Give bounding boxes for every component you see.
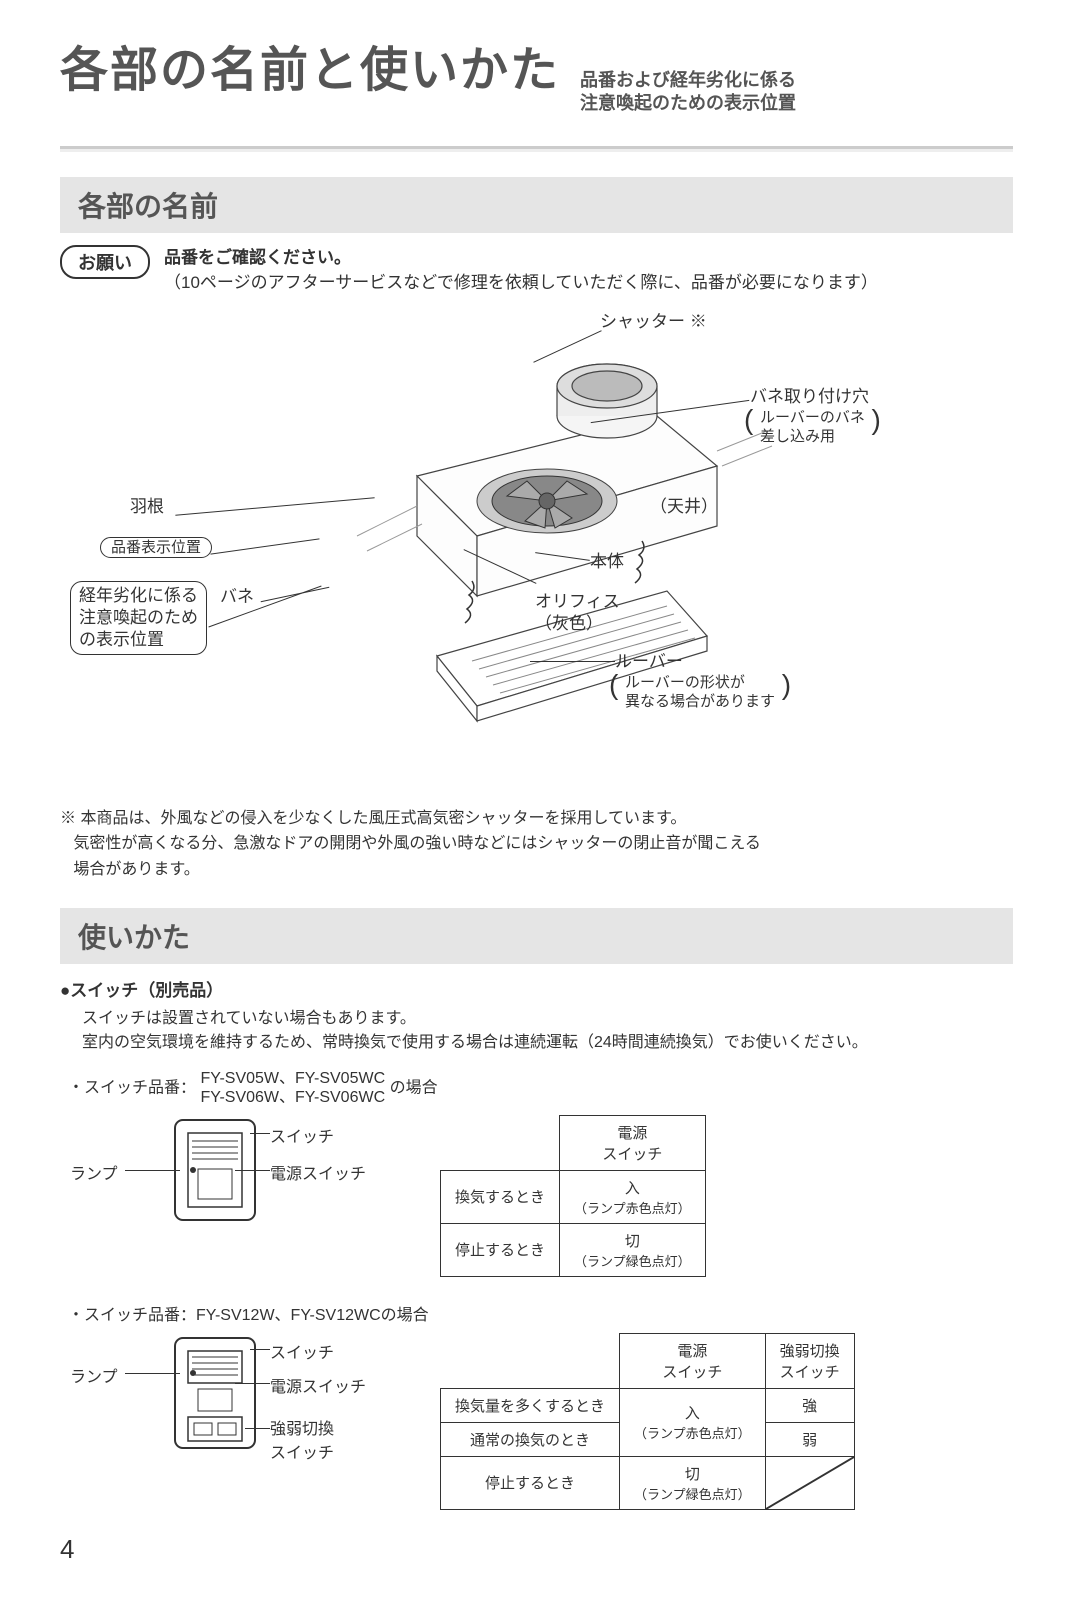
switch-a-label-lamp: ランプ — [70, 1160, 118, 1184]
header-divider — [60, 146, 1013, 152]
subtitle-line2: 注意喚起のための表示位置 — [580, 93, 796, 113]
switch-a-row2-label: 停止するとき — [441, 1223, 560, 1276]
label-body: 本体 — [590, 551, 624, 573]
section-usage-heading: 使いかた — [60, 908, 1013, 964]
switch-b-row3-strength-diag — [765, 1456, 854, 1509]
label-blade: 羽根 — [130, 496, 164, 518]
switch-b-row1-label: 換気量を多くするとき — [441, 1388, 620, 1422]
switch-a-label-switch: スイッチ — [270, 1123, 334, 1147]
request-bold: 品番をご確認ください。 — [164, 248, 351, 267]
switch-a-col-power: 電源 スイッチ — [560, 1115, 706, 1170]
switch-b-line-strength — [245, 1428, 270, 1429]
switch-a-block: ランプ スイッチ 電源スイッチ 電源 スイッチ 換気するとき 入 （ランプ赤色点… — [60, 1115, 1013, 1277]
subtitle-line1: 品番および経年劣化に係る — [580, 70, 796, 90]
label-louver: ルーバー ルーバーの形状が 異なる場合があります — [615, 651, 785, 713]
leader-louver — [530, 661, 615, 662]
switch-b-col-strength: 強弱切換 スイッチ — [765, 1333, 854, 1388]
shutter-note: ※ 本商品は、外風などの侵入を少なくした風圧式高気密シャッターを採用しています。… — [60, 806, 1013, 883]
label-shutter: シャッター ※ — [600, 311, 707, 333]
note-prefix: ※ — [60, 810, 76, 827]
switch-b-diagram: ランプ スイッチ 電源スイッチ 強弱切換 スイッチ — [60, 1333, 400, 1458]
switch-b-table: 電源 スイッチ 強弱切換 スイッチ 換気量を多くするとき 入 （ランプ赤色点灯）… — [440, 1333, 855, 1510]
switch-a-line-power — [235, 1170, 270, 1171]
page-header: 各部の名前と使いかた 品番および経年劣化に係る 注意喚起のための表示位置 — [60, 30, 1013, 116]
note-line3: 場合があります。 — [73, 861, 199, 878]
request-pill: お願い — [60, 245, 150, 279]
exploded-diagram: シャッター ※ バネ取り付け穴 ルーバーのバネ 差し込み用 （天井） 羽根 品番… — [60, 306, 1013, 786]
page-number: 4 — [60, 1534, 1013, 1565]
switch-a-diagram: ランプ スイッチ 電源スイッチ — [60, 1115, 400, 1230]
switch-a-label-power: 電源スイッチ — [270, 1160, 366, 1184]
switch-b-row2-label: 通常の換気のとき — [441, 1422, 620, 1456]
main-title: 各部の名前と使いかた — [60, 30, 560, 100]
switch-a-row1-label: 換気するとき — [441, 1170, 560, 1223]
switch-b-line-power — [235, 1383, 270, 1384]
sub-title: 品番および経年劣化に係る 注意喚起のための表示位置 — [580, 69, 796, 116]
switch-bullet-head: ●スイッチ（別売品） — [60, 976, 1013, 1001]
switch-b-row1-strength: 強 — [765, 1388, 854, 1422]
switch-b-line-lamp — [125, 1373, 180, 1374]
switch-a-table: 電源 スイッチ 換気するとき 入 （ランプ赤色点灯） 停止するとき 切 （ランプ… — [440, 1115, 706, 1277]
switch-a-models: ・スイッチ品番： FY-SV05W、FY-SV05WC FY-SV06W、FY-… — [68, 1069, 1013, 1107]
note-line2: 気密性が高くなる分、急激なドアの開閉や外風の強い時などにはシャッターの閉止音が聞… — [73, 835, 761, 852]
switch-b-models: ・スイッチ品番：FY-SV12W、FY-SV12WCの場合 — [68, 1301, 1013, 1325]
switch-b-row2-strength: 弱 — [765, 1422, 854, 1456]
request-text: 品番をご確認ください。 （10ページのアフターサービスなどで修理を依頼していただ… — [164, 245, 878, 296]
switch-a-row2-val: 切 （ランプ緑色点灯） — [560, 1223, 706, 1276]
switch-b-label-power: 電源スイッチ — [270, 1373, 366, 1397]
switch-b-row12-val: 入 （ランプ赤色点灯） — [620, 1388, 766, 1456]
switch-b-label-lamp: ランプ — [70, 1363, 118, 1387]
label-model-pos: 品番表示位置 — [100, 536, 212, 558]
switch-b-row3-label: 停止するとき — [441, 1456, 620, 1509]
switch-text: スイッチは設置されていない場合もあります。 室内の空気環境を維持するため、常時換… — [82, 1007, 1013, 1055]
note-line1: 本商品は、外風などの侵入を少なくした風圧式高気密シャッターを採用しています。 — [80, 810, 686, 827]
switch-b-label-strength: 強弱切換 スイッチ — [270, 1415, 334, 1463]
switch-b-line-switch — [250, 1349, 270, 1350]
switch-b-row3-val: 切 （ランプ緑色点灯） — [620, 1456, 766, 1509]
switch-b-block: ランプ スイッチ 電源スイッチ 強弱切換 スイッチ 電源 スイッチ 強弱切換 ス… — [60, 1333, 1013, 1510]
request-note: （10ページのアフターサービスなどで修理を依頼していただく際に、品番が必要になり… — [164, 273, 878, 292]
request-row: お願い 品番をご確認ください。 （10ページのアフターサービスなどで修理を依頼し… — [60, 245, 1013, 296]
switch-b-label-switch: スイッチ — [270, 1339, 334, 1363]
label-spring: バネ — [220, 586, 254, 608]
label-spring-hole: バネ取り付け穴 ルーバーのバネ 差し込み用 — [750, 386, 875, 448]
switch-a-line-switch — [250, 1133, 270, 1134]
label-orifice: オリフィス （灰色） — [535, 591, 620, 635]
label-aging: 経年劣化に係る 注意喚起のため の表示位置 — [70, 581, 207, 655]
switch-a-row1-val: 入 （ランプ赤色点灯） — [560, 1170, 706, 1223]
switch-b-col-power: 電源 スイッチ — [620, 1333, 766, 1388]
switch-b-svg — [170, 1333, 260, 1453]
section-parts-heading: 各部の名前 — [60, 177, 1013, 233]
switch-a-line-lamp — [125, 1170, 180, 1171]
label-ceiling: （天井） — [650, 496, 718, 518]
